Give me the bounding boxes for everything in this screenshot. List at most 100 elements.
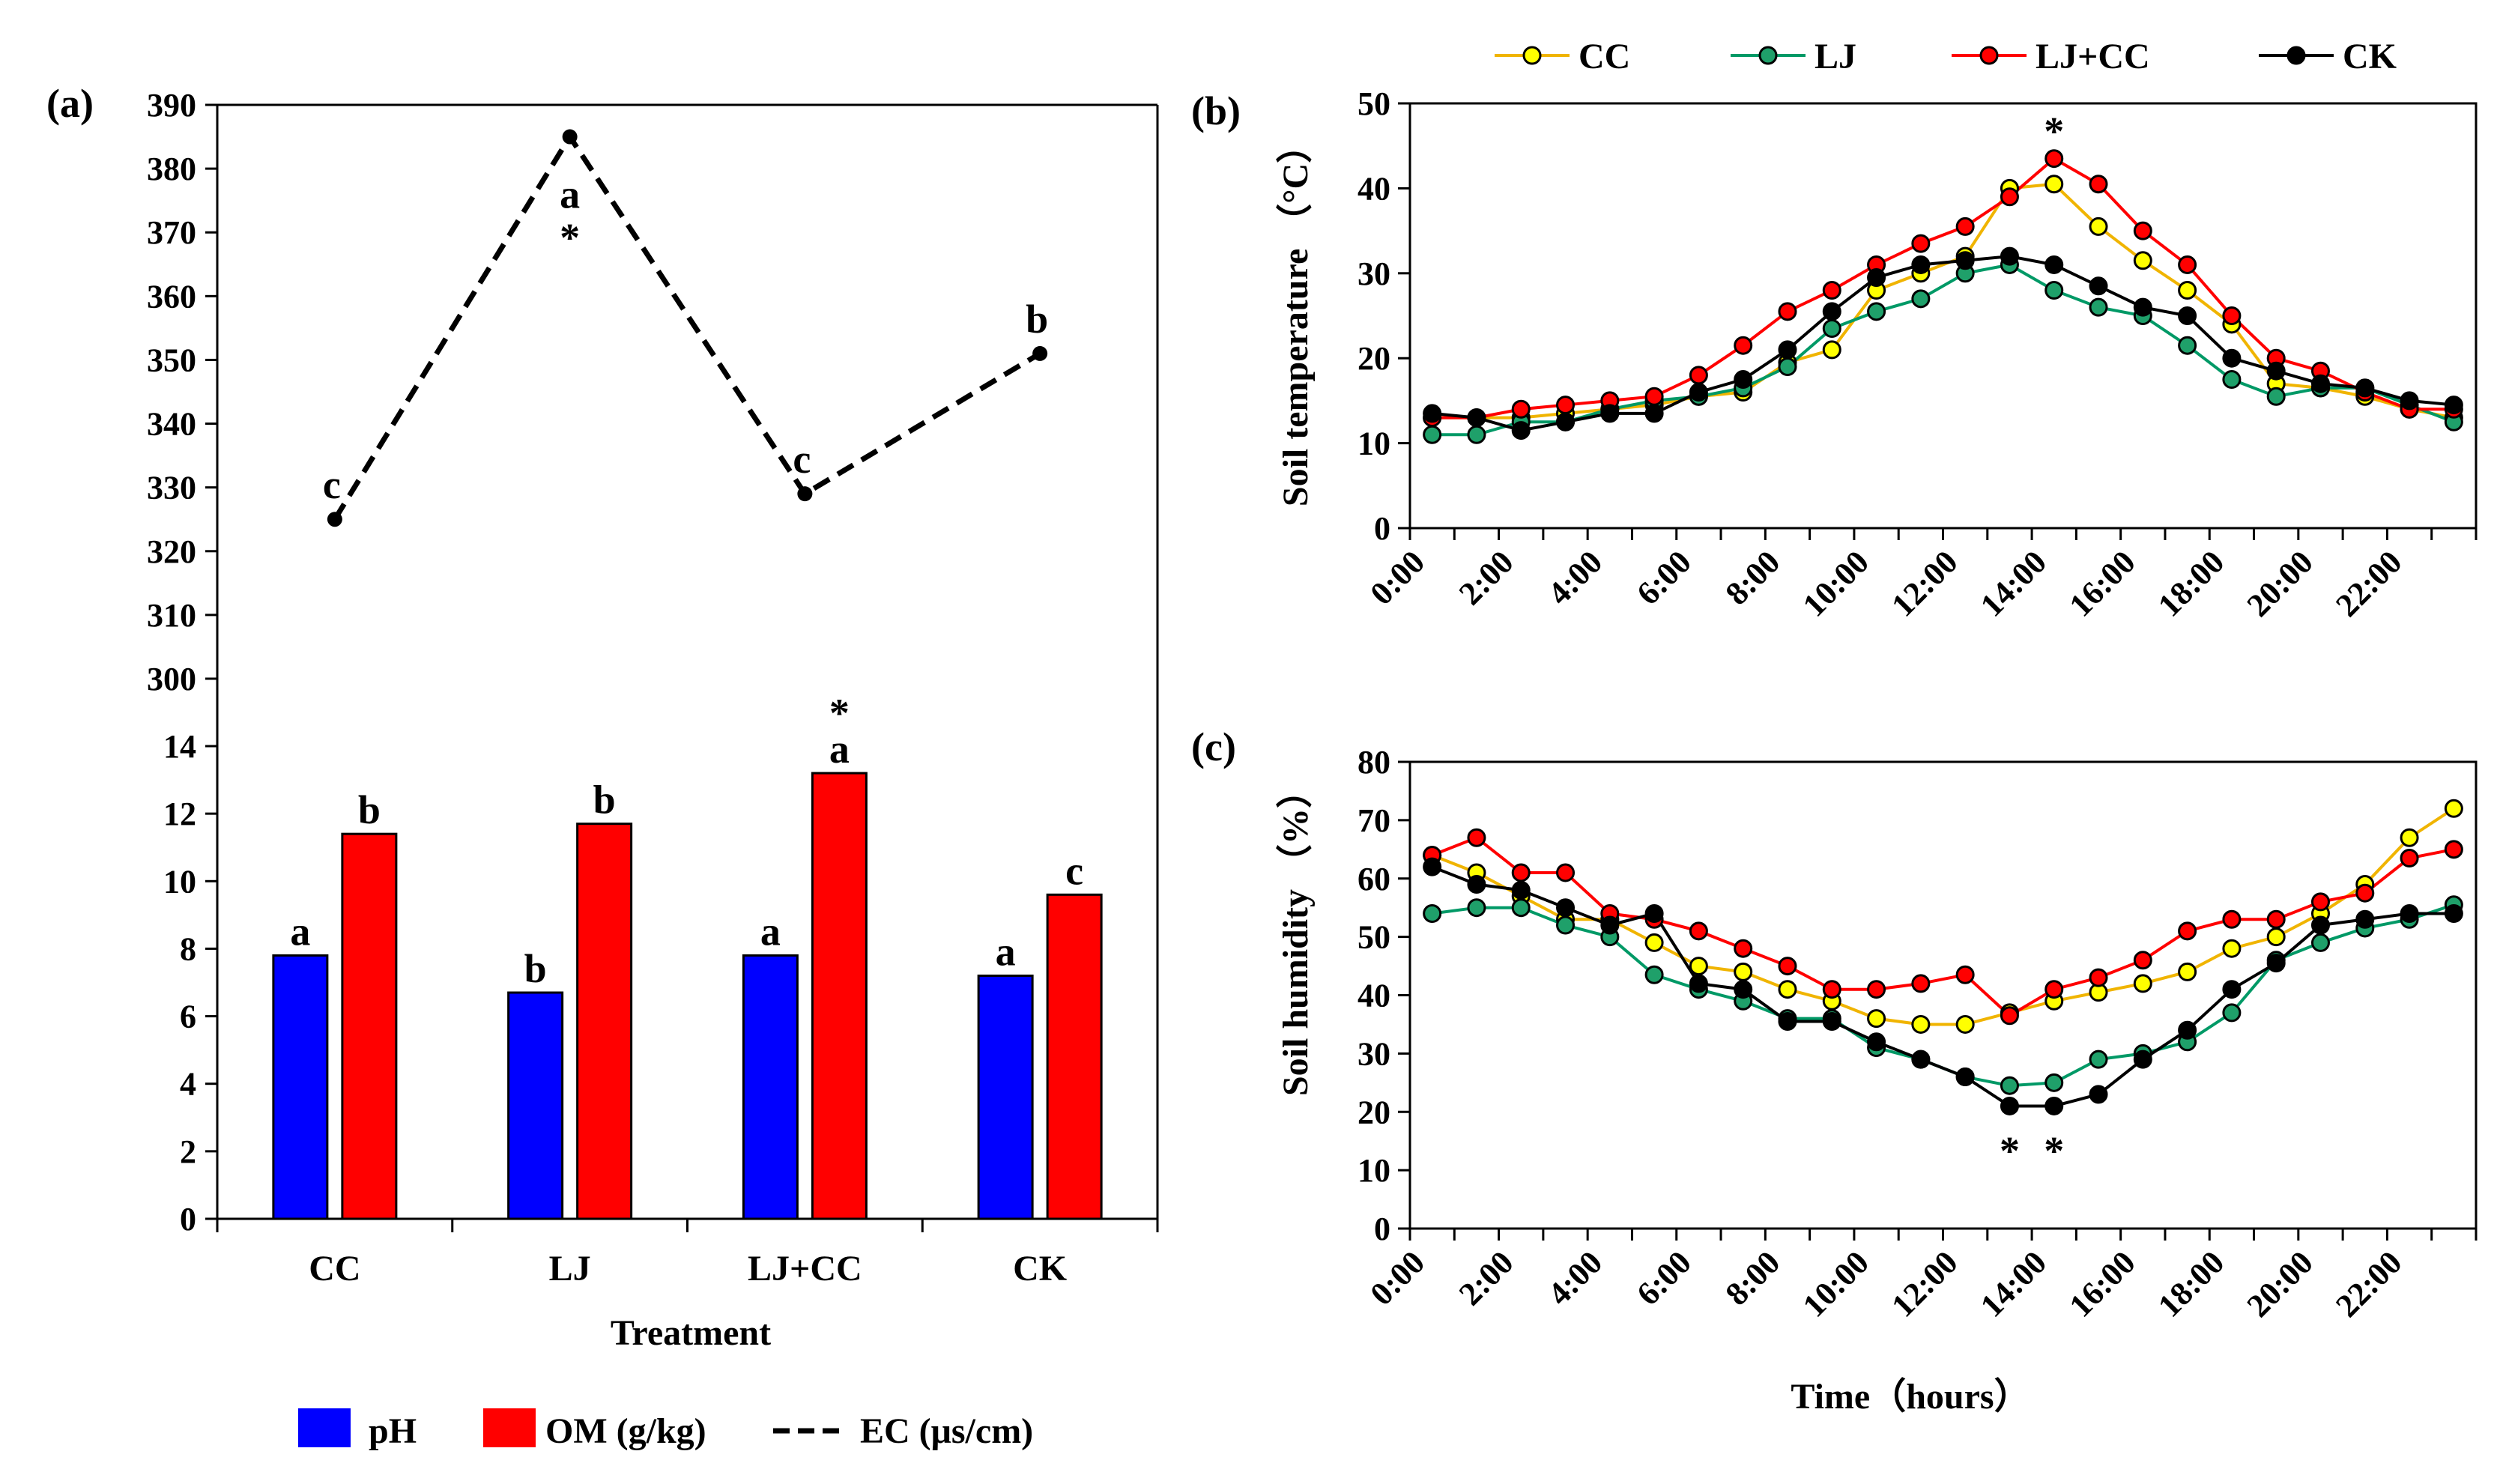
panel-c-point-cc: [1955, 1014, 1975, 1034]
bar-y-tick-label: 2: [180, 1133, 196, 1170]
panel-c-point-ck: [2266, 954, 2286, 973]
bar-y-tick-label: 12: [163, 796, 196, 832]
panel-c-point-lj-cc: [1955, 965, 1975, 984]
panel-c-point-lj-cc: [1911, 974, 1931, 993]
panel-c-point-cc: [2222, 939, 2242, 958]
legend-label-cc: CC: [1579, 37, 1630, 76]
panel-c-x-tick-label: 18:00: [2151, 1244, 2231, 1324]
panel-c-point-lj: [2089, 1050, 2108, 1069]
panel-b-point-ck: [1689, 383, 1708, 402]
panel-c-point-cc: [2178, 962, 2197, 981]
panel-c-point-lj-cc: [2444, 840, 2463, 859]
bar-y-tick-label: 6: [180, 999, 196, 1035]
legend-soil-properties: pH OM (g/kg) EC (μs/cm): [298, 1408, 1033, 1451]
ec-y-tick-label: 300: [147, 661, 196, 697]
panel-c-y-tick-label: 60: [1358, 861, 1390, 897]
panel-b-point-lj: [1822, 319, 1841, 339]
panel-c-point-lj-cc: [2000, 1006, 2019, 1026]
panel-c-point-lj: [2000, 1076, 2019, 1095]
panel-c-x-tick-label: 0:00: [1363, 1244, 1432, 1312]
bar-om: [1046, 893, 1103, 1220]
bar-significance-letter: a: [760, 909, 781, 954]
panel-b-point-ck: [2089, 276, 2108, 296]
panel-c-point-ck: [2444, 903, 2463, 923]
panel-c-point-lj-cc: [1511, 863, 1531, 882]
panel-b-point-ck: [1511, 421, 1531, 440]
bar-om: [341, 832, 398, 1220]
panel-c-point-lj-cc: [1467, 828, 1486, 847]
panel-c-point-ck: [1867, 1032, 1886, 1052]
panel-b-significance-star: *: [2044, 109, 2064, 154]
panel-c-y-tick-label: 10: [1358, 1152, 1390, 1189]
panel-c-point-lj-cc: [2089, 968, 2108, 987]
panel-c-point-ck: [2089, 1085, 2108, 1104]
legend-swatch-ph: [298, 1408, 351, 1447]
panel-b-y-tick-label: 40: [1358, 170, 1390, 207]
legend-marker-lj-cc: [1979, 46, 1999, 65]
legend-label-om: OM (g/kg): [545, 1411, 706, 1451]
panel-c-point-cc: [1867, 1009, 1886, 1029]
panel-a-category-label: CC: [309, 1249, 360, 1288]
legend-marker-cc: [1522, 46, 1542, 65]
panel-b-point-cc: [2044, 175, 2064, 194]
panel-c-point-lj: [2310, 933, 2330, 952]
bar-significance-letter: b: [593, 778, 616, 823]
panel-b-point-ck: [2400, 391, 2419, 411]
panel-b-point-lj-cc: [1511, 399, 1531, 419]
panel-b-point-lj: [2222, 370, 2242, 390]
panel-c-point-ck: [1600, 915, 1620, 935]
panel-b-point-ck: [1867, 267, 1886, 287]
panel-b-x-tick-label: 18:00: [2151, 543, 2231, 623]
panel-b-point-lj-cc: [1644, 387, 1664, 406]
panel-b-point-lj: [1467, 425, 1486, 444]
panel-b-point-cc: [2133, 251, 2152, 270]
bar-significance-letter: a: [829, 727, 850, 772]
panel-b-point-lj: [1911, 289, 1931, 309]
panel-c-point-cc: [1778, 980, 1797, 999]
panel-b-x-tick-label: 22:00: [2328, 543, 2409, 623]
panel-b-point-lj: [1423, 425, 1442, 444]
legend-label-lj-cc: LJ+CC: [2036, 37, 2150, 76]
bar-significance-star: *: [829, 691, 850, 736]
bar-ph: [507, 991, 564, 1220]
panel-b-point-lj-cc: [2044, 149, 2064, 169]
panel-b-y-tick-label: 50: [1358, 85, 1390, 122]
panel-b-x-tick-label: 4:00: [1541, 543, 1610, 612]
panel-b: 0 10 20 30 40 50 0:00 2:00 4:00 6:00 8:00 10:00 12:0…: [1358, 85, 2478, 624]
legend-marker-lj: [1758, 46, 1778, 65]
panel-c-point-lj-cc: [2044, 980, 2064, 999]
panel-c-point-lj-cc: [1689, 921, 1708, 941]
panel-a-category-label: CK: [1013, 1249, 1067, 1288]
panel-c-point-lj-cc: [1778, 957, 1797, 976]
panel-b-x-tick-label: 10:00: [1796, 543, 1876, 623]
bar-significance-letter: b: [358, 787, 381, 832]
panel-c-significance-star: *: [2000, 1128, 2020, 1173]
ec-significance-letter: b: [1026, 297, 1048, 342]
panel-c-point-ck: [2178, 1020, 2197, 1040]
panel-c-point-lj: [1556, 915, 1576, 935]
panel-b-point-ck: [1778, 340, 1797, 360]
panel-b-point-lj-cc: [1822, 280, 1841, 300]
bar-om: [576, 823, 633, 1220]
ec-y-tick-label: 380: [147, 151, 196, 187]
panel-c-point-lj-cc: [2400, 848, 2419, 867]
panel-b-point-ck: [1911, 255, 1931, 274]
panel-c-significance-star: *: [2044, 1128, 2064, 1173]
panel-b-x-tick-label: 20:00: [2240, 543, 2320, 623]
panel-b-line-cc: [1432, 182, 2454, 420]
panel-b-point-lj-cc: [1556, 396, 1576, 415]
panel-c-y-tick-label: 30: [1358, 1035, 1390, 1072]
legend-label-ph: pH: [369, 1411, 417, 1451]
bar-significance-letter: a: [290, 909, 310, 954]
panel-b-point-lj: [1778, 357, 1797, 377]
legend-label-lj: LJ: [1815, 37, 1856, 76]
panel-c-y-tick-label: 80: [1358, 744, 1390, 781]
panel-b-point-ck: [1467, 408, 1486, 428]
ec-line: [332, 132, 1041, 521]
panel-c-point-lj-cc: [1822, 980, 1841, 999]
panel-b-point-ck: [1556, 412, 1576, 431]
panel-c-point-lj-cc: [2355, 883, 2375, 903]
panel-c-x-tick-label: 8:00: [1719, 1244, 1788, 1312]
panel-b-point-ck: [2355, 378, 2375, 398]
